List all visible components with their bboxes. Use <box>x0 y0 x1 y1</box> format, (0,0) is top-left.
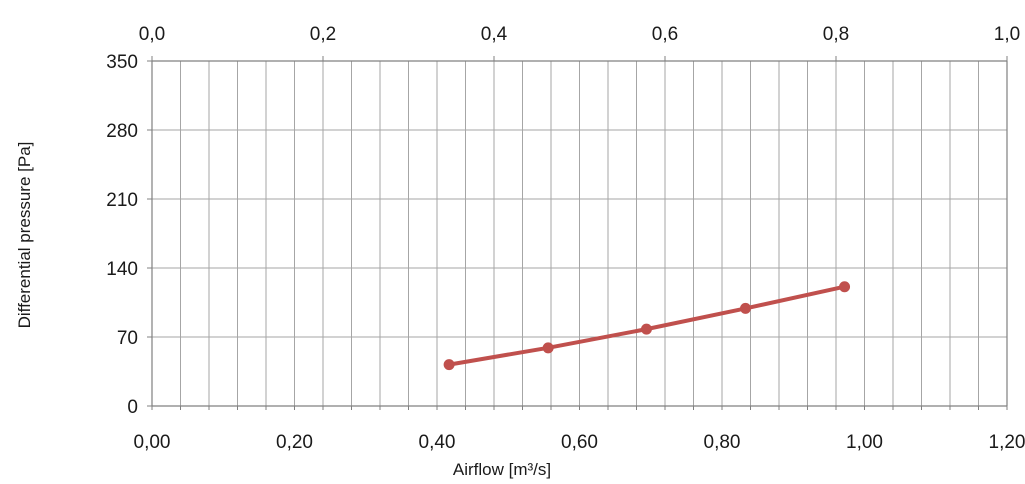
x-tick-label: 0,00 <box>134 432 171 453</box>
y-tick-label: 140 <box>106 259 138 280</box>
y-axis-title: Differential pressure [Pa] <box>15 142 34 329</box>
y-tick-label: 70 <box>117 328 138 349</box>
y-tick-label: 210 <box>106 190 138 211</box>
x2-tick-label: 0,8 <box>823 24 849 45</box>
data-point-marker <box>640 323 652 335</box>
x2-tick-label: 0,6 <box>652 24 678 45</box>
x-tick-label: 1,00 <box>846 432 883 453</box>
y-tick-label: 280 <box>106 121 138 142</box>
y-tick-label: 350 <box>106 52 138 73</box>
x2-tick-label: 1,0 <box>994 24 1020 45</box>
x-tick-label: 0,40 <box>419 432 456 453</box>
data-point-marker <box>443 359 455 371</box>
data-point-marker <box>740 302 752 314</box>
series-lines <box>443 281 851 371</box>
x2-tick-label: 0,0 <box>139 24 165 45</box>
y-tick-label: 0 <box>127 397 138 418</box>
x2-tick-label: 0,4 <box>481 24 508 45</box>
x-axis-title: Airflow [m³/s] <box>453 460 551 479</box>
x-tick-label: 1,20 <box>989 432 1025 453</box>
tick-labels: 0 70 140 210 280 350 0,00 0,20 0,40 0,60 0,80 1,00 1… <box>106 24 1025 453</box>
x-tick-label: 0,20 <box>276 432 313 453</box>
x2-tick-label: 0,2 <box>310 24 336 45</box>
x-tick-label: 0,60 <box>561 432 598 453</box>
axes <box>147 56 1008 410</box>
x-tick-label: 0,80 <box>704 432 741 453</box>
data-point-marker <box>839 281 851 293</box>
data-point-marker <box>542 342 554 354</box>
